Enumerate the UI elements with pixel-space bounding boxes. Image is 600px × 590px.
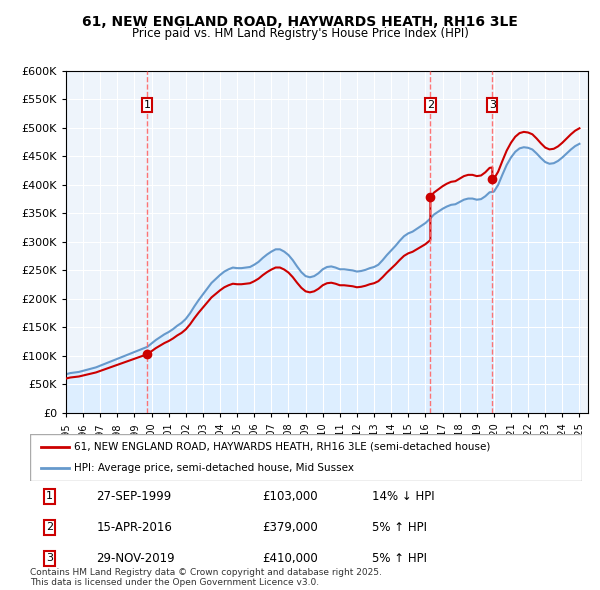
Text: 29-NOV-2019: 29-NOV-2019	[96, 552, 175, 565]
Text: £379,000: £379,000	[262, 521, 317, 534]
Text: 15-APR-2016: 15-APR-2016	[96, 521, 172, 534]
FancyBboxPatch shape	[30, 434, 582, 481]
Text: 5% ↑ HPI: 5% ↑ HPI	[372, 521, 427, 534]
Text: HPI: Average price, semi-detached house, Mid Sussex: HPI: Average price, semi-detached house,…	[74, 463, 354, 473]
Text: 27-SEP-1999: 27-SEP-1999	[96, 490, 172, 503]
Text: 1: 1	[46, 491, 53, 502]
Text: 3: 3	[489, 100, 496, 110]
Text: 2: 2	[427, 100, 434, 110]
Text: 3: 3	[46, 553, 53, 563]
Text: Price paid vs. HM Land Registry's House Price Index (HPI): Price paid vs. HM Land Registry's House …	[131, 27, 469, 40]
Text: 61, NEW ENGLAND ROAD, HAYWARDS HEATH, RH16 3LE (semi-detached house): 61, NEW ENGLAND ROAD, HAYWARDS HEATH, RH…	[74, 442, 491, 452]
Text: £410,000: £410,000	[262, 552, 317, 565]
Text: 2: 2	[46, 522, 53, 532]
Text: 14% ↓ HPI: 14% ↓ HPI	[372, 490, 435, 503]
Text: 5% ↑ HPI: 5% ↑ HPI	[372, 552, 427, 565]
Text: £103,000: £103,000	[262, 490, 317, 503]
Text: 61, NEW ENGLAND ROAD, HAYWARDS HEATH, RH16 3LE: 61, NEW ENGLAND ROAD, HAYWARDS HEATH, RH…	[82, 15, 518, 29]
Text: 1: 1	[143, 100, 151, 110]
Text: Contains HM Land Registry data © Crown copyright and database right 2025.
This d: Contains HM Land Registry data © Crown c…	[30, 568, 382, 587]
